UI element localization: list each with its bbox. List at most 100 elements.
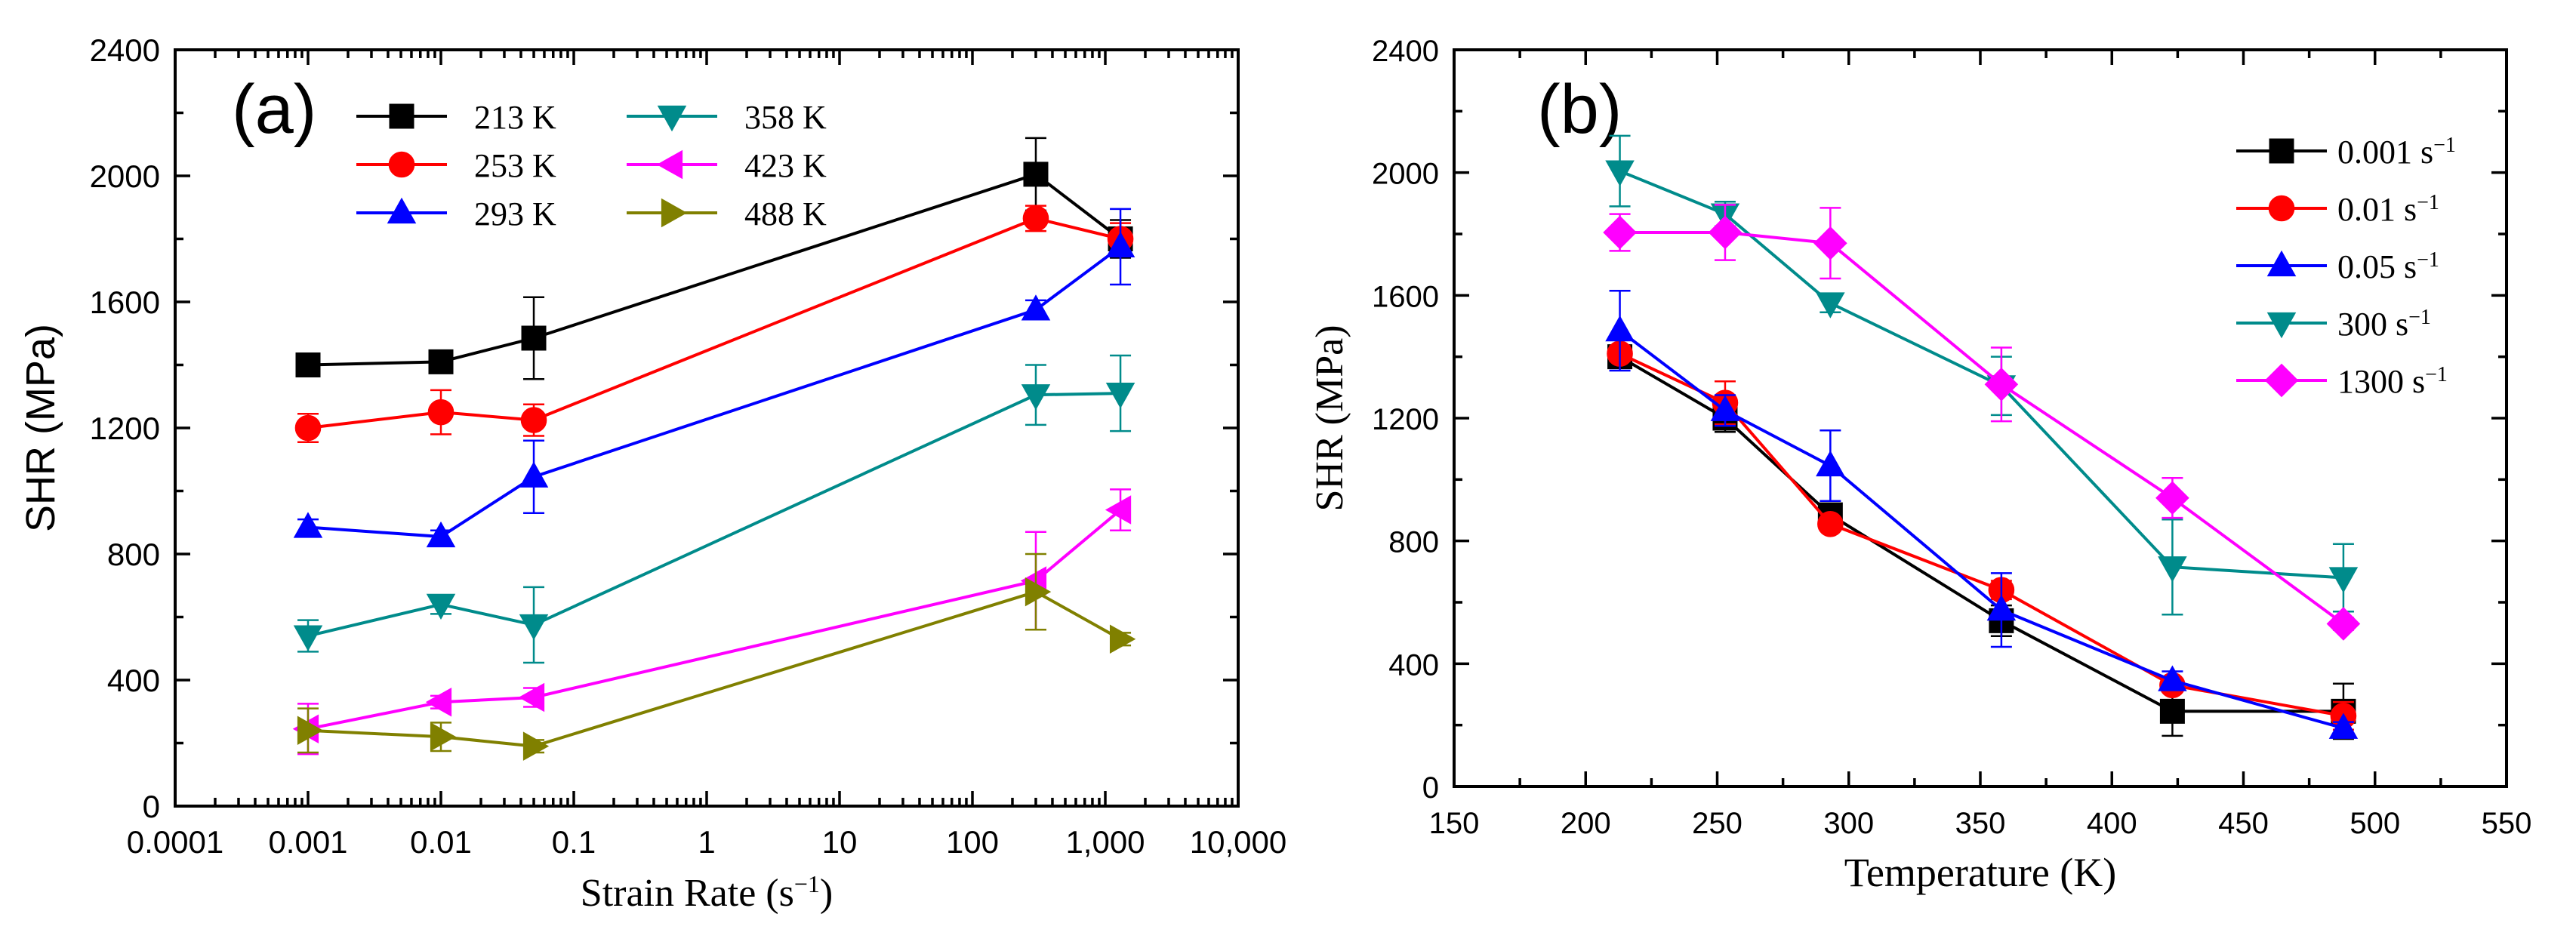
data-point (1023, 162, 1049, 187)
legend-label: 488 K (744, 195, 827, 232)
x-tick-label: 0.01 (410, 824, 472, 860)
x-tick-label: 1,000 (1065, 824, 1145, 860)
data-point (293, 625, 323, 651)
legend-label-exponent: −1 (2433, 134, 2456, 157)
data-point (2158, 665, 2187, 691)
data-point (2155, 481, 2189, 516)
series-line (307, 589, 1122, 748)
data-point (295, 352, 321, 377)
data-point (2159, 698, 2185, 724)
legend-item: 213 K (356, 99, 556, 136)
data-point (519, 461, 549, 488)
x-tick-label: 150 (1429, 807, 1480, 840)
legend-item: 1300 s−1 (2236, 363, 2448, 401)
x-tick-label: 10 (822, 824, 858, 860)
data-point (518, 682, 545, 713)
series-line (307, 245, 1122, 539)
legend-item: 293 K (356, 195, 556, 232)
x-tick-label: 0.0001 (127, 824, 223, 860)
data-point (1605, 315, 1635, 342)
y-tick-label: 800 (107, 537, 160, 572)
y-axis-label: SHR (MPa) (18, 324, 63, 532)
series-line (1619, 329, 2344, 730)
legend: 0.001 s−1 0.01 s−1 0.05 s−1 300 s−1 1300 s−1 (2236, 134, 2456, 401)
x-tick-label: 1 (698, 824, 715, 860)
data-point (293, 512, 323, 538)
x-tick-label: 0.001 (268, 824, 347, 860)
data-point (1816, 450, 1845, 477)
legend-item: 0.01 s−1 (2236, 191, 2439, 228)
y-tick-label: 400 (1388, 648, 1439, 682)
data-point (1816, 292, 1845, 319)
data-point (1025, 577, 1052, 607)
legend-marker (387, 197, 417, 224)
data-point (297, 716, 324, 746)
legend-label: 358 K (744, 99, 827, 136)
series-line (307, 172, 1122, 367)
data-point (1105, 231, 1135, 258)
data-point (2328, 567, 2359, 593)
legend-label: 213 K (474, 99, 556, 136)
series-488-k (297, 552, 1136, 761)
series-0.05-s (1605, 289, 2359, 739)
series-line (1619, 169, 2344, 580)
y-tick-label: 400 (107, 663, 160, 698)
y-tick-label: 800 (1388, 526, 1439, 559)
data-point (521, 325, 547, 351)
x-tick-label: 0.1 (552, 824, 596, 860)
x-tick-label: 550 (2482, 807, 2532, 840)
data-point (2328, 713, 2359, 739)
legend-label-exponent: −1 (2417, 248, 2439, 272)
data-point (425, 687, 452, 717)
x-tick-label: 10,000 (1190, 824, 1286, 860)
chart-b: 150 200 250 300 350 400 450 500 550 0 400 800 1200 16… (1308, 35, 2531, 895)
data-point (2326, 607, 2361, 641)
x-tick-label: 400 (2087, 807, 2137, 840)
y-tick-label: 1200 (90, 411, 160, 446)
data-point (519, 614, 549, 641)
data-point (2158, 556, 2187, 583)
y-tick-label: 2400 (1372, 35, 1439, 68)
y-tick-label: 0 (1422, 771, 1439, 805)
x-tick-label: 200 (1561, 807, 1611, 840)
series-line (1619, 352, 2344, 718)
legend-marker (657, 105, 687, 132)
data-point (428, 349, 454, 374)
y-tick-label: 1600 (1372, 280, 1439, 313)
data-point (430, 722, 457, 752)
data-point (426, 521, 456, 548)
series-423-k (292, 488, 1132, 756)
data-point (1105, 495, 1132, 525)
data-point (426, 593, 456, 620)
legend-label: 0.001 s−1 (2337, 134, 2456, 171)
data-point (1817, 511, 1844, 537)
legend-label: 293 K (474, 195, 556, 232)
data-point (1105, 382, 1135, 409)
legend-marker (2269, 138, 2294, 164)
series-1300-s (1603, 204, 2361, 641)
legend-label: 1300 s−1 (2337, 363, 2448, 401)
legend-item: 423 K (627, 147, 827, 184)
legend-item: 300 s−1 (2236, 306, 2431, 343)
x-axis-label: Strain Rate (s−1) (581, 870, 833, 915)
legend-item: 253 K (356, 147, 556, 184)
legend-marker (661, 198, 688, 228)
series-line (1619, 230, 2345, 626)
series-358-k (293, 354, 1135, 664)
legend-item: 0.05 s−1 (2236, 248, 2439, 285)
x-tick-label: 300 (1823, 807, 1874, 840)
legend-label: 253 K (474, 147, 556, 184)
data-point (1021, 384, 1051, 411)
data-point (1605, 160, 1635, 186)
series-0.01-s (1607, 340, 2357, 731)
data-point (1708, 215, 1742, 250)
legend-marker (388, 151, 415, 178)
legend-label: 300 s−1 (2337, 306, 2431, 343)
data-point (1710, 395, 1740, 421)
legend: 213 K 253 K 293 K 358 K 423 K 488 K (356, 99, 827, 232)
legend-label-exponent: −1 (2417, 191, 2439, 214)
data-point (520, 407, 547, 433)
legend-marker (2266, 250, 2297, 277)
legend-marker (2268, 195, 2295, 222)
